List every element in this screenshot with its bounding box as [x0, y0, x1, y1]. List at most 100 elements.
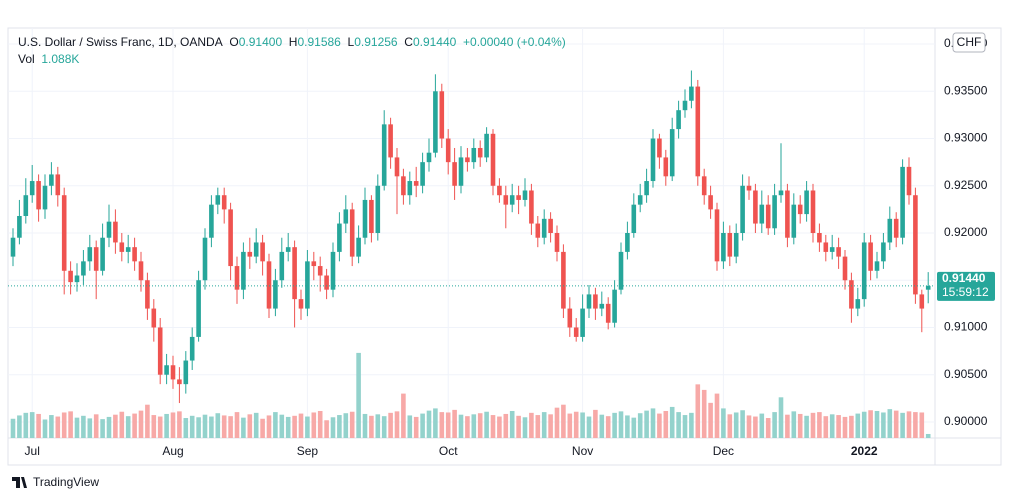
candle-body [81, 261, 86, 276]
candle-body [676, 110, 681, 130]
candle-body [484, 133, 489, 158]
candle-body [477, 147, 483, 158]
candle-body [759, 204, 765, 224]
volume-bar [740, 410, 745, 438]
volume-bar [689, 412, 694, 438]
volume-bar [522, 417, 528, 438]
candle-body [797, 204, 803, 215]
candle-body [420, 162, 425, 186]
x-tick-label: 2022 [851, 444, 878, 458]
candle-body [317, 266, 323, 276]
volume-bar [42, 419, 48, 438]
candle-body [170, 365, 176, 380]
candle-body [106, 221, 112, 238]
chart-frame [7, 27, 1002, 466]
volume-bar [855, 413, 861, 438]
volume-bar [861, 411, 867, 438]
candle-body [17, 215, 22, 238]
volume-bar [733, 412, 739, 438]
volume-bar [925, 433, 931, 438]
x-tick-label: Nov [572, 444, 593, 458]
volume-bar [74, 417, 80, 438]
volume-bar [196, 417, 201, 438]
candle-body [388, 124, 393, 158]
volume-bar [676, 412, 681, 438]
candle-body [804, 190, 809, 215]
volume-bar [714, 393, 720, 438]
volume-bar [893, 410, 899, 438]
volume-bar [61, 412, 67, 438]
candle-body [836, 247, 841, 257]
candle-body [452, 162, 457, 186]
volume-bar [849, 415, 854, 438]
volume-bar [311, 412, 317, 438]
candle-body [209, 204, 214, 238]
candle-body [791, 204, 797, 238]
volume-bar [567, 413, 573, 438]
y-tick-label: 0.92000 [944, 225, 988, 239]
candle-body [119, 242, 125, 252]
volume-bar [874, 410, 880, 438]
candle-body [413, 181, 419, 186]
candle-body [196, 280, 201, 337]
candle-body [132, 247, 137, 262]
volume-bar [663, 410, 669, 438]
volume-bar [394, 411, 400, 438]
candle-body [183, 360, 189, 385]
candle-body [849, 280, 854, 309]
currency-label: CHF [957, 35, 982, 49]
brand-logo[interactable]: TradingView [12, 475, 99, 489]
y-tick-label: 0.91000 [944, 320, 988, 334]
candle-body [151, 308, 157, 328]
volume-bar [234, 412, 240, 438]
candle-body [682, 100, 688, 111]
candle-body [650, 138, 656, 182]
candle-body [906, 166, 912, 196]
volume-bar [420, 413, 425, 438]
volume-bar [708, 402, 713, 438]
volume-bar [484, 411, 489, 438]
volume-bar [765, 418, 771, 438]
volume-bar [349, 411, 355, 438]
candle-body [266, 261, 272, 309]
candle-body [490, 133, 496, 186]
candle-body [330, 251, 336, 290]
currency-badge[interactable]: CHF [952, 32, 986, 53]
candle-body [778, 190, 784, 196]
volume-bar [10, 418, 16, 438]
candle-body [279, 251, 285, 281]
candle-body [458, 157, 464, 186]
candle-body [138, 261, 144, 281]
volume-bar [93, 414, 99, 438]
volume-bar [554, 407, 560, 438]
candle-body [765, 204, 771, 229]
candle-body [343, 209, 349, 224]
volume-bar [631, 417, 637, 438]
volume-bar [29, 412, 35, 438]
volume-bar [132, 413, 137, 438]
volume-bar [778, 397, 784, 438]
candle-body [465, 157, 470, 163]
y-tick-label: 0.90500 [944, 367, 988, 381]
candle-body [721, 233, 726, 262]
candle-body [829, 247, 835, 252]
volume-bar [100, 419, 105, 438]
volume-bar [119, 411, 125, 438]
candle-body [292, 247, 297, 300]
volume-bar [87, 418, 93, 438]
candle-body [36, 181, 41, 210]
volume-bar [23, 412, 29, 438]
candle-body [285, 247, 291, 252]
volume-bar [535, 415, 541, 438]
candle-body [311, 261, 317, 267]
candle-body [541, 218, 547, 238]
candle-body [503, 195, 509, 205]
candle-body [625, 233, 630, 252]
candle-body [55, 174, 61, 196]
volume-bar [913, 412, 918, 438]
candle-body [548, 218, 553, 233]
volume-bar [573, 411, 579, 438]
candle-body [260, 242, 265, 262]
candle-body [861, 242, 867, 300]
volume-line: Vol 1.088K [18, 51, 566, 68]
